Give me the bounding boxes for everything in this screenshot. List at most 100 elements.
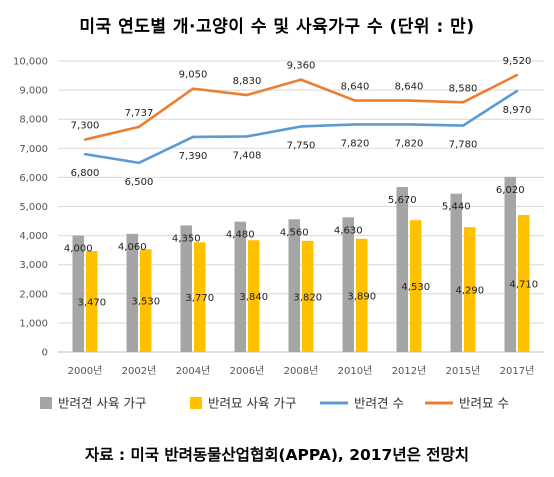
data-label: 3,470 — [77, 298, 106, 309]
chart-title: 미국 연도별 개·고양이 수 및 사육가구 수 (단위 : 만) — [79, 17, 475, 37]
data-label: 7,408 — [233, 150, 262, 161]
y-tick-label: 7,000 — [19, 144, 48, 155]
y-tick-label: 4,000 — [19, 231, 48, 242]
line-point — [137, 125, 141, 129]
data-label: 4,290 — [455, 286, 484, 297]
bar — [126, 233, 138, 352]
y-tick-label: 8,000 — [19, 115, 48, 126]
data-label: 4,630 — [334, 225, 363, 236]
bar — [396, 187, 408, 352]
legend-label: 반려견 수 — [354, 396, 404, 411]
x-tick-label: 2012년 — [392, 365, 427, 377]
line-point — [515, 89, 519, 93]
data-label: 8,580 — [449, 83, 478, 94]
bar — [518, 214, 530, 352]
y-tick-label: 1,000 — [19, 318, 48, 329]
legend-swatch — [40, 397, 52, 409]
bar-series — [72, 176, 530, 352]
data-label: 7,780 — [449, 140, 478, 151]
legend-label: 반려묘 사육 가구 — [208, 396, 296, 411]
data-label: 4,350 — [172, 233, 201, 244]
x-tick-label: 2004년 — [176, 365, 211, 377]
data-label: 6,020 — [496, 185, 525, 196]
data-label: 7,750 — [287, 140, 316, 151]
data-label: 4,480 — [226, 230, 255, 241]
data-label: 8,640 — [341, 82, 370, 93]
x-tick-label: 2000년 — [68, 365, 103, 377]
data-label: 7,820 — [341, 138, 370, 149]
bar — [410, 220, 422, 352]
data-labels: 4,000 4,060 4,350 4,480 4,560 4,630 5,670 5,440… — [64, 56, 538, 309]
line-point — [515, 73, 519, 77]
bar — [86, 251, 98, 352]
bar — [248, 240, 260, 352]
line-point — [83, 138, 87, 141]
data-label: 9,360 — [287, 61, 316, 72]
bar — [288, 219, 300, 352]
data-label: 4,000 — [64, 244, 93, 255]
data-label: 3,890 — [347, 291, 376, 302]
data-label: 6,500 — [125, 177, 154, 188]
line-point — [461, 124, 465, 127]
y-axis: 0 1,000 2,000 3,000 4,000 5,000 6,000 7,000 8,00… — [13, 57, 48, 359]
y-tick-label: 2,000 — [19, 289, 48, 300]
legend-label: 반려묘 수 — [459, 396, 509, 411]
y-tick-label: 3,000 — [19, 260, 48, 271]
data-label: 3,770 — [185, 293, 214, 304]
data-label: 6,800 — [71, 168, 100, 179]
bar — [342, 217, 354, 352]
data-label: 4,530 — [401, 282, 430, 293]
x-tick-label: 2002년 — [122, 365, 157, 377]
line-point — [407, 99, 411, 102]
x-tick-label: 2015년 — [446, 365, 481, 377]
bar — [234, 221, 246, 352]
bar — [464, 227, 476, 352]
data-label: 4,560 — [280, 227, 309, 238]
bar — [504, 176, 516, 352]
line-point — [245, 135, 249, 138]
data-label: 9,050 — [179, 70, 208, 81]
data-label: 8,640 — [395, 82, 424, 93]
bar — [194, 242, 206, 352]
legend-swatch — [190, 397, 202, 409]
y-tick-label: 6,000 — [19, 173, 48, 184]
line-point — [461, 101, 465, 104]
line-point — [407, 123, 411, 126]
data-label: 7,820 — [395, 138, 424, 149]
x-tick-label: 2017년 — [500, 365, 535, 377]
bar — [72, 235, 84, 352]
line-point — [353, 99, 357, 102]
data-label: 4,710 — [509, 279, 538, 290]
x-tick-label: 2006년 — [230, 365, 265, 377]
line-point — [353, 123, 357, 126]
data-label: 3,820 — [293, 292, 322, 303]
x-tick-label: 2010년 — [338, 365, 373, 377]
line-point — [83, 152, 87, 156]
y-tick-label: 0 — [42, 348, 48, 359]
line-series — [83, 73, 519, 165]
line-point — [299, 78, 303, 81]
data-label: 8,830 — [233, 76, 262, 87]
bar — [140, 249, 152, 352]
line-point — [191, 135, 195, 139]
data-label: 5,670 — [388, 195, 417, 206]
data-label: 7,737 — [125, 108, 154, 119]
data-label: 7,300 — [71, 121, 100, 132]
x-tick-label: 2008년 — [284, 365, 319, 377]
legend-label: 반려견 사육 가구 — [58, 396, 146, 411]
line-point — [245, 93, 249, 97]
bar — [180, 225, 192, 352]
x-axis: 2000년 2002년 2004년 2006년 2008년 2010년 2012년 2015년… — [68, 365, 535, 377]
data-label: 3,840 — [239, 292, 268, 303]
source-note: 자료 : 미국 반려동물산업협회(APPA), 2017년은 전망치 — [84, 446, 470, 464]
data-label: 3,530 — [131, 297, 160, 308]
line-point — [299, 125, 303, 128]
gridlines — [58, 60, 544, 353]
data-label: 5,440 — [442, 202, 471, 213]
y-tick-label: 9,000 — [19, 86, 48, 97]
data-label: 9,520 — [503, 56, 532, 67]
line-point — [137, 161, 141, 165]
data-label: 7,390 — [179, 151, 208, 162]
bar — [450, 193, 462, 352]
